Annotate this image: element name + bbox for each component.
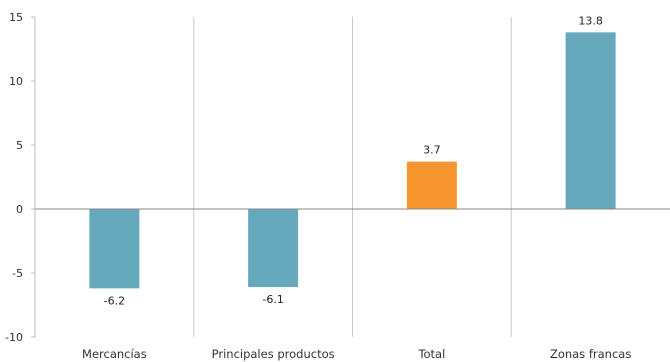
bar-1: [89, 209, 140, 289]
x-category-label-4: Zonas francas: [550, 347, 631, 361]
data-label-4: 13.8: [578, 14, 603, 27]
y-tick-label: 15: [9, 11, 23, 24]
bar-2: [248, 209, 299, 288]
data-label-1: -6.2: [104, 294, 125, 307]
y-axis: -10 -5 0 5 10 15: [5, 11, 36, 344]
bars: [89, 32, 616, 289]
data-labels: -6.2 -6.1 3.7 13.8: [104, 14, 603, 307]
data-label-2: -6.1: [262, 293, 283, 306]
x-category-label-1: Mercancías: [82, 347, 147, 361]
bar-4: [565, 32, 616, 209]
y-tick-label: 10: [9, 75, 23, 88]
y-tick-label: 0: [16, 203, 23, 216]
x-category-label-2: Principales productos: [212, 347, 335, 361]
data-label-3: 3.7: [423, 144, 441, 157]
y-tick-label: -10: [5, 331, 23, 344]
y-tick-label: 5: [16, 139, 23, 152]
y-tick-label: -5: [12, 267, 23, 280]
category-separators: [193, 17, 512, 337]
bar-3: [406, 161, 457, 209]
x-axis: Mercancías Principales productos Total Zona…: [82, 347, 631, 361]
x-category-label-3: Total: [417, 347, 445, 361]
